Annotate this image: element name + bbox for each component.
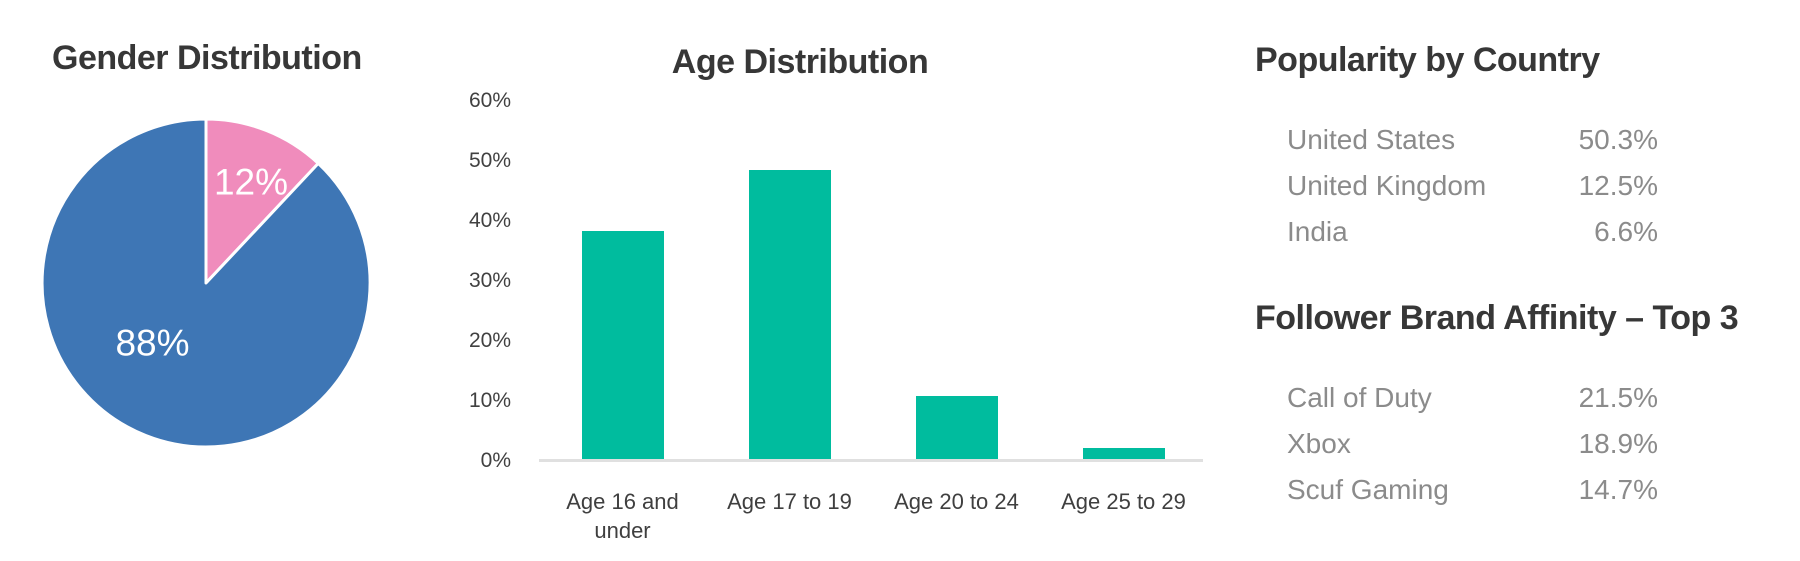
bar — [1082, 447, 1165, 461]
x-category-label: Age 20 to 24 — [894, 489, 1019, 514]
bar — [748, 170, 831, 461]
y-axis: 0% 10% 20% 30% 40% 50% 60% — [433, 90, 511, 472]
pie-slice-label: 88% — [115, 323, 189, 364]
pie-slice — [40, 117, 372, 449]
y-tick-label: 20% — [468, 329, 511, 352]
stat-value: 50.3% — [1578, 124, 1658, 155]
gender-distribution-title: Gender Distribution — [52, 39, 362, 77]
stat-label: Scuf Gaming — [1287, 474, 1449, 505]
stat-row: United Kingdom 12.5% — [1287, 163, 1658, 209]
y-tick-label: 30% — [468, 269, 511, 292]
stat-row: Xbox 18.9% — [1287, 421, 1658, 467]
x-category-label: Age 17 to 19 — [727, 489, 852, 514]
y-tick-label: 10% — [468, 389, 511, 412]
bar — [581, 231, 664, 461]
brand-affinity-title: Follower Brand Affinity – Top 3 — [1255, 299, 1739, 337]
stat-value: 14.7% — [1578, 474, 1658, 505]
stat-label: United Kingdom — [1287, 170, 1487, 201]
y-tick-label: 60% — [468, 89, 511, 112]
x-axis-line — [539, 459, 1203, 462]
brand-affinity-table: Call of Duty 21.5% Xbox 18.9% Scuf Gaming 14.… — [1287, 375, 1658, 513]
stat-row: Scuf Gaming 14.7% — [1287, 467, 1658, 513]
age-distribution-title: Age Distribution — [671, 43, 929, 81]
stat-label: Xbox — [1287, 428, 1351, 459]
stat-label: Call of Duty — [1287, 382, 1432, 413]
popularity-by-country-title: Popularity by Country — [1255, 41, 1600, 79]
x-category-label: Age 25 to 29 — [1061, 489, 1186, 514]
y-tick-label: 50% — [468, 149, 511, 172]
pie-slice — [204, 117, 320, 285]
bar — [915, 396, 998, 461]
bar-plot-area — [539, 101, 1207, 461]
pie-slice-label: 12% — [214, 162, 288, 203]
stat-value: 6.6% — [1594, 216, 1658, 247]
y-tick-label: 0% — [480, 449, 511, 472]
x-axis-labels: Age 16 and under Age 17 to 19 Age 20 to 24… — [539, 487, 1207, 551]
x-category-label: Age 16 and under — [566, 489, 679, 543]
stat-label: India — [1287, 216, 1348, 247]
stat-row: Call of Duty 21.5% — [1287, 375, 1658, 421]
popularity-by-country-table: United States 50.3% United Kingdom 12.5% Ind… — [1287, 117, 1658, 255]
y-tick-label: 40% — [468, 209, 511, 232]
gender-pie-chart: 12% 88% — [40, 117, 372, 449]
stat-value: 12.5% — [1578, 170, 1658, 201]
stat-value: 21.5% — [1578, 382, 1658, 413]
stat-row: United States 50.3% — [1287, 117, 1658, 163]
stat-value: 18.9% — [1578, 428, 1658, 459]
stat-row: India 6.6% — [1287, 209, 1658, 255]
stat-label: United States — [1287, 124, 1456, 155]
